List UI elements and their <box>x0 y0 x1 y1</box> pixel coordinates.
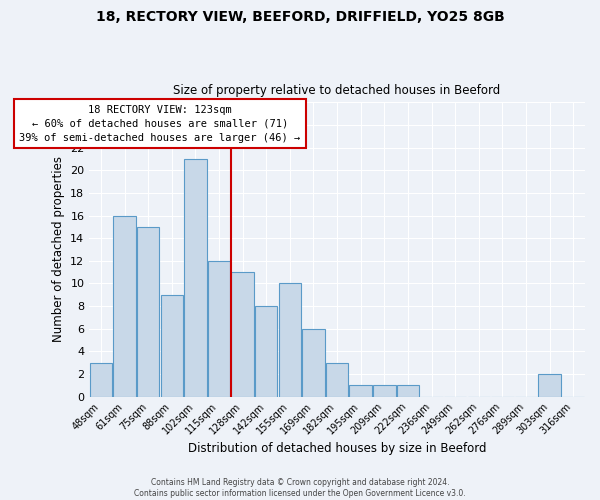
Bar <box>326 362 349 396</box>
Bar <box>538 374 561 396</box>
Text: 18 RECTORY VIEW: 123sqm
← 60% of detached houses are smaller (71)
39% of semi-de: 18 RECTORY VIEW: 123sqm ← 60% of detache… <box>19 104 301 142</box>
Bar <box>232 272 254 396</box>
X-axis label: Distribution of detached houses by size in Beeford: Distribution of detached houses by size … <box>188 442 487 455</box>
Bar <box>373 386 395 396</box>
Bar <box>90 362 112 396</box>
Bar <box>397 386 419 396</box>
Bar <box>208 261 230 396</box>
Bar <box>184 159 206 396</box>
Bar <box>137 227 160 396</box>
Text: Contains HM Land Registry data © Crown copyright and database right 2024.
Contai: Contains HM Land Registry data © Crown c… <box>134 478 466 498</box>
Y-axis label: Number of detached properties: Number of detached properties <box>52 156 65 342</box>
Title: Size of property relative to detached houses in Beeford: Size of property relative to detached ho… <box>173 84 501 97</box>
Bar <box>255 306 277 396</box>
Bar <box>349 386 372 396</box>
Bar <box>161 294 183 396</box>
Bar <box>278 284 301 397</box>
Bar <box>302 328 325 396</box>
Text: 18, RECTORY VIEW, BEEFORD, DRIFFIELD, YO25 8GB: 18, RECTORY VIEW, BEEFORD, DRIFFIELD, YO… <box>95 10 505 24</box>
Bar <box>113 216 136 396</box>
